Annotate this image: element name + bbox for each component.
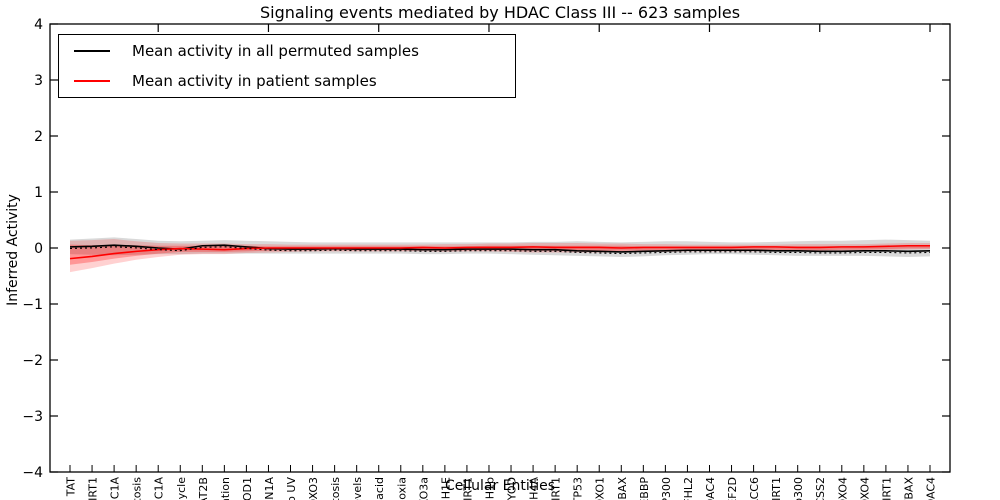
x-category-label: muscle cell differentiation [219, 477, 232, 500]
x-category-label: response to UV [285, 477, 298, 500]
legend: Mean activity in all permuted samples Me… [58, 34, 516, 98]
y-tick-label: 1 [34, 185, 43, 201]
x-category-label: CREBBP [638, 477, 651, 500]
x-category-label: SIRT1 [550, 477, 563, 500]
x-category-label: CDKN1A [263, 477, 276, 500]
y-tick-label: 3 [34, 73, 43, 89]
x-category-label: KU70/SIRT1 [770, 477, 783, 500]
x-category-label: XRCC6 [748, 477, 761, 500]
x-category-label: HDAC4 [704, 477, 717, 500]
y-tick-label: 2 [34, 129, 43, 145]
patient-line-sample-icon [74, 80, 110, 82]
x-category-label: mol:Lysophosphatidic acid [373, 477, 386, 500]
x-category-label: EP300 [660, 477, 673, 500]
x-category-label: FHL2 [682, 477, 695, 500]
x-category-label: SIRT1/PGC1A [153, 477, 166, 500]
x-category-label: FOXO1/FHL2/SIRT1 [880, 477, 893, 500]
x-category-label: p53/SIRT1 [461, 477, 474, 500]
y-axis-label: Inferred Activity [5, 194, 21, 306]
x-category-label: SIRT1/FOXO3a [417, 477, 430, 500]
x-category-label: regulation of S phase of mitotic cell cy… [175, 477, 188, 500]
permuted-line-sample-icon [74, 50, 110, 52]
x-category-label: SIRT1/FOXO4 [858, 477, 871, 500]
x-category-label: SIRT1/PCAF/MYOD [506, 477, 519, 500]
x-category-label: TP53 [572, 477, 585, 500]
x-category-label: BAX [616, 477, 629, 500]
y-tick-label: −1 [22, 297, 43, 313]
legend-label: Mean activity in patient samples [132, 72, 377, 90]
y-tick-label: 4 [34, 17, 43, 33]
legend-item-permuted: Mean activity in all permuted samples [59, 37, 515, 65]
x-category-label: KU70/SIRT1/BAX [902, 477, 915, 500]
x-category-label: FOXO3 [307, 477, 320, 500]
y-tick-label: 0 [34, 241, 43, 257]
x-category-label: KAT2B [197, 477, 210, 500]
x-category-label: HIST2H4A [528, 477, 541, 500]
y-tick-label: −3 [22, 409, 43, 425]
y-tick-label: −2 [22, 353, 43, 369]
x-category-label: HIST1H1E [439, 477, 452, 500]
permuted-median-dashed-line [69, 246, 931, 255]
patient-mean-line [69, 244, 930, 260]
legend-item-patient: Mean activity in patient samples [59, 67, 515, 95]
x-category-label: FOXO1 [594, 477, 607, 500]
x-category-label: SIRT1/p300 [792, 477, 805, 500]
x-category-label: ACSS2 [814, 477, 827, 500]
x-category-label: HIV-1 Tat/SIRT1 [87, 477, 100, 500]
x-axis-label: Cellular Entities [444, 478, 556, 494]
x-category-label: SIRT1/Histone H1b [483, 477, 496, 500]
legend-label: Mean activity in all permuted samples [132, 42, 419, 60]
x-category-label: FOXO4 [836, 477, 849, 500]
permuted-mean-line [69, 244, 931, 253]
y-tick-label: −4 [22, 465, 43, 481]
x-category-label: MYOD1 [241, 477, 254, 500]
x-category-label: response to hypoxia [395, 477, 408, 500]
x-category-label: PPARGC1A [109, 477, 122, 500]
chart-title: Signaling events mediated by HDAC Class … [259, 3, 741, 22]
x-category-label: TAT [65, 477, 78, 498]
x-category-label: SIRT1/MEF2D/HDAC4 [925, 477, 938, 500]
x-category-label: apoptosis [131, 477, 144, 500]
x-category-label: response to nutrient levels [351, 477, 364, 500]
x-category-label: induction of apoptosis [329, 477, 342, 500]
x-category-label: MEF2D [726, 477, 739, 500]
